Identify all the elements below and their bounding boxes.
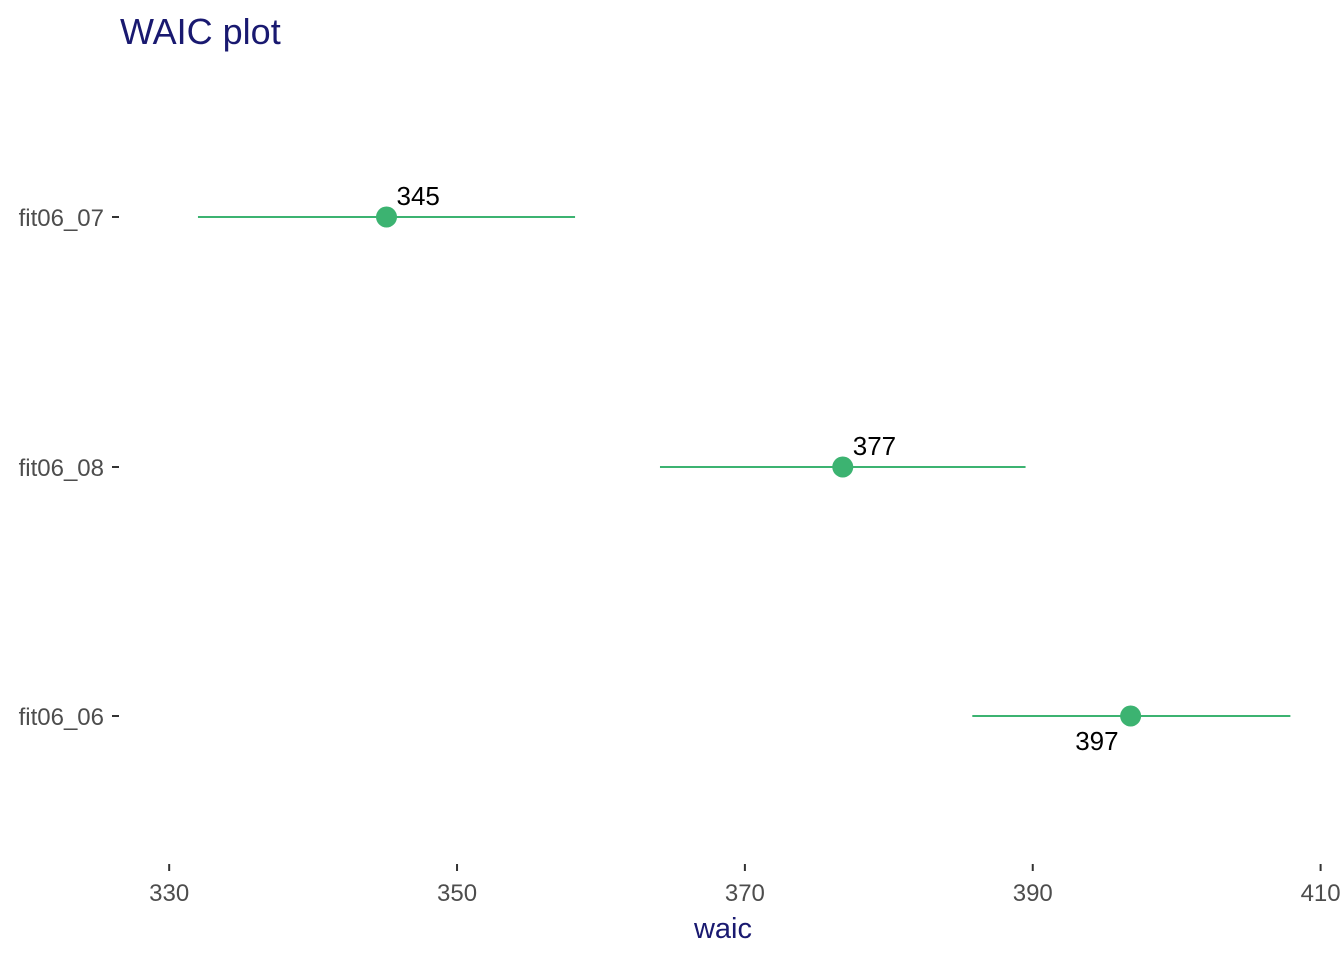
waic-value-label: 377 [853, 431, 896, 461]
x-axis-title: waic [693, 913, 752, 945]
chart-title: WAIC plot [120, 11, 281, 52]
y-tick-label: fit06_08 [19, 455, 104, 482]
waic-point [376, 206, 398, 228]
x-axis: 330 350 370 390 410 [149, 864, 1341, 907]
x-tick-label: 410 [1301, 880, 1341, 907]
x-tick-label: 350 [437, 880, 477, 907]
chart-marks: 345 377 397 [197, 181, 1291, 756]
waic-point [832, 456, 854, 478]
y-axis: fit06_07 fit06_08 fit06_06 [19, 205, 119, 731]
waic-value-label: 345 [397, 181, 440, 211]
y-tick-label: fit06_06 [19, 704, 104, 731]
x-tick-label: 330 [149, 880, 189, 907]
y-tick-label: fit06_07 [19, 205, 104, 232]
x-tick-label: 390 [1013, 880, 1053, 907]
waic-value-label: 397 [1075, 726, 1118, 756]
x-tick-label: 370 [725, 880, 765, 907]
waic-point [1120, 705, 1142, 727]
